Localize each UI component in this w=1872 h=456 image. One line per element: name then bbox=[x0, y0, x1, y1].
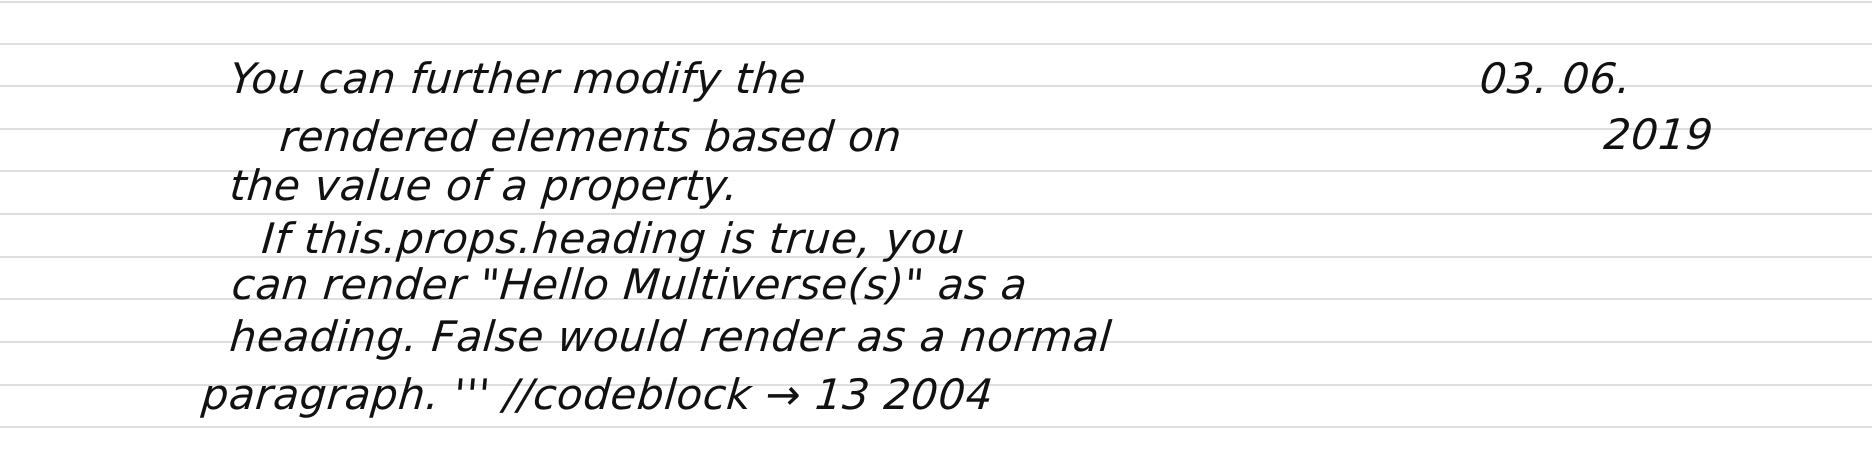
note-line-2: rendered elements based on bbox=[277, 112, 904, 161]
note-line-4: If this.props.heading is true, you bbox=[259, 214, 967, 263]
date-mark-top: 03. 06. bbox=[1477, 54, 1634, 103]
year-mark: 2019 bbox=[1601, 110, 1716, 159]
note-line-1: You can further modify the bbox=[227, 54, 809, 103]
note-line-7: paragraph. ''' //codeblock → 13 2004 bbox=[199, 370, 996, 419]
note-line-3: the value of a property. bbox=[227, 161, 741, 210]
note-line-6: heading. False would render as a normal bbox=[227, 312, 1114, 361]
note-line-5: can render "Hello Multiverse(s)" as a bbox=[229, 260, 1030, 309]
